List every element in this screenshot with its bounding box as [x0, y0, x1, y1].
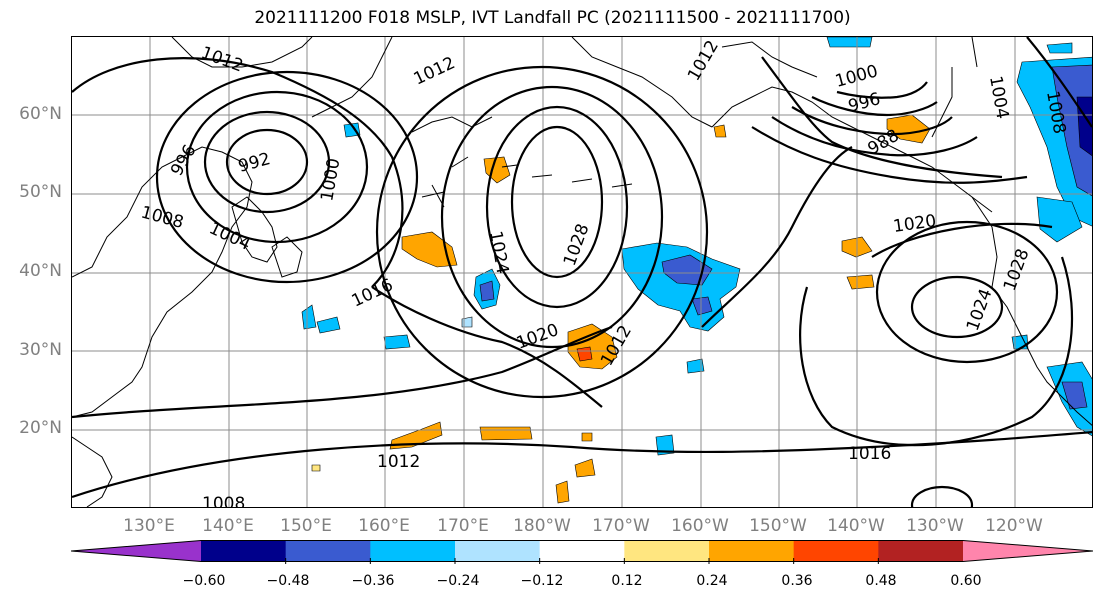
contour-label: 1004 [985, 74, 1012, 120]
lon-label-130e: 130°E [123, 516, 175, 536]
contour-label: 1008 [139, 203, 186, 234]
colorbar-tick-label: −0.48 [266, 573, 310, 589]
lon-label-170e: 170°E [437, 516, 489, 536]
lon-label-140w: 140°W [827, 516, 885, 536]
colorbar-tick-label: 0.36 [781, 573, 813, 589]
contour-label: 1012 [684, 37, 723, 84]
contour-label: 1016 [848, 444, 891, 464]
contour-label: 1012 [411, 53, 459, 89]
contour-label: 1012 [198, 43, 245, 77]
colorbar-extend-low [71, 540, 201, 562]
contour-label: 1028 [560, 221, 594, 268]
contour-label: 992 [236, 149, 273, 177]
colorbar-segment [370, 540, 456, 562]
colorbar-tick-label: −0.36 [351, 573, 395, 589]
lat-label-30n: 30°N [19, 340, 62, 360]
contour-label: 1012 [377, 452, 420, 472]
contour-label: 1024 [485, 229, 512, 275]
colorbar-segment [285, 540, 371, 562]
contour-label: 1004 [206, 218, 254, 254]
colorbar-segment [878, 540, 964, 562]
contour-label: 1020 [514, 320, 561, 354]
lon-label-160w: 160°W [671, 516, 729, 536]
lat-label-20n: 20°N [19, 418, 62, 438]
colorbar-tick-label: −0.12 [520, 573, 564, 589]
colorbar-tick-label: 0.24 [696, 573, 728, 589]
lon-label-180w: 180°W [513, 516, 571, 536]
contour-label: 1000 [317, 157, 344, 203]
colorbar-tick-label: 0.12 [611, 573, 643, 589]
contour-label: 996 [167, 141, 201, 179]
map-svg: 1012 1012 1012 992 996 1000 1008 1004 10… [72, 37, 1092, 508]
colorbar [71, 540, 1093, 564]
colorbar-tick-label: 0.48 [865, 573, 897, 589]
contour-label: 1016 [349, 275, 397, 311]
contour-label: 1028 [1000, 246, 1034, 293]
lon-label-150e: 150°E [280, 516, 332, 536]
lon-label-120w: 120°W [985, 516, 1043, 536]
lat-label-40n: 40°N [19, 261, 62, 281]
lat-label-60n: 60°N [19, 104, 62, 124]
colorbar-segment [624, 540, 710, 562]
colorbar-segment [201, 540, 287, 562]
mslp-contours [72, 37, 1092, 507]
colorbar-segment [539, 540, 625, 562]
colorbar-tick-label: −0.24 [436, 573, 480, 589]
lon-label-150w: 150°W [749, 516, 807, 536]
ivt-positive-shading [311, 114, 931, 504]
contour-label: 1008 [202, 494, 245, 508]
lon-label-130w: 130°W [906, 516, 964, 536]
contour-label: 996 [846, 89, 883, 117]
colorbar-segment [793, 540, 879, 562]
map-title: 2021111200 F018 MSLP, IVT Landfall PC (2… [254, 8, 851, 28]
colorbar-tick-label: 0.60 [950, 573, 982, 589]
lat-label-50n: 50°N [19, 182, 62, 202]
colorbar-extend-high [963, 540, 1093, 562]
colorbar-outline [71, 540, 1093, 562]
colorbar-segment [709, 540, 795, 562]
lon-label-140e: 140°E [202, 516, 254, 536]
lon-label-170w: 170°W [592, 516, 650, 536]
colorbar-segment [455, 540, 541, 562]
map-panel: 1012 1012 1012 992 996 1000 1008 1004 10… [71, 36, 1093, 508]
colorbar-tick-label: −0.60 [182, 573, 226, 589]
lon-label-160e: 160°E [358, 516, 410, 536]
